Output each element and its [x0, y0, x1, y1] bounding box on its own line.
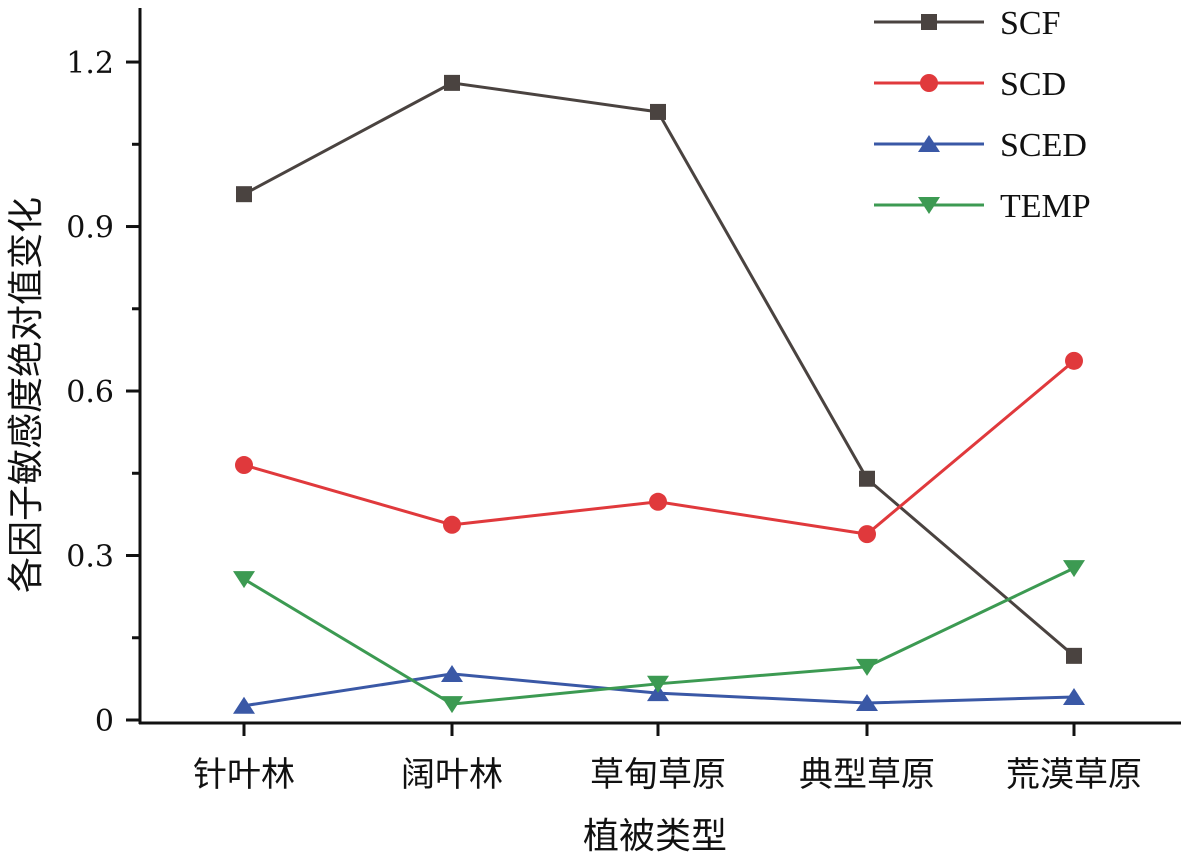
series-line-scf	[243, 81, 1075, 657]
data-point-scf	[650, 103, 666, 120]
x-tick-label: 针叶林	[193, 755, 295, 795]
legend-marker-scf	[921, 14, 937, 30]
legend-item-scd: SCD	[874, 66, 1066, 103]
data-point-temp	[1063, 560, 1085, 578]
y-tick-label: 0.3	[66, 540, 114, 575]
data-point-temp	[441, 696, 463, 714]
data-point-scd	[443, 515, 461, 534]
x-tick-label: 草甸草原	[590, 755, 726, 795]
series-temp	[233, 560, 1085, 714]
data-point-sced	[233, 696, 255, 714]
legend-label-scd: SCD	[1000, 66, 1066, 103]
x-axis-title: 植被类型	[583, 816, 727, 857]
data-point-sced	[856, 694, 878, 712]
x-tick-label: 荒漠草原	[1006, 755, 1142, 795]
x-tick-label: 典型草原	[799, 755, 935, 795]
legend-label-temp: TEMP	[1000, 188, 1091, 225]
series-scf	[236, 74, 1082, 664]
x-tick-label: 阔叶林	[401, 755, 503, 795]
data-point-scf	[236, 186, 252, 203]
y-tick-label: 0	[95, 704, 114, 739]
data-point-scd	[1065, 351, 1083, 370]
legend-marker-temp	[918, 197, 940, 214]
y-axis-title: 各因子敏感度绝对值变化	[6, 197, 47, 593]
legend-label-sced: SCED	[1000, 127, 1087, 164]
series-sced	[233, 664, 1085, 714]
legend-label-scf: SCF	[1000, 5, 1061, 42]
data-point-scd	[235, 456, 253, 475]
series-scd	[235, 351, 1083, 544]
data-point-sced	[441, 664, 463, 682]
series-group	[233, 74, 1085, 714]
y-tick-label: 0.9	[66, 211, 114, 246]
y-tick-label: 0.6	[66, 375, 114, 410]
data-point-scd	[649, 492, 667, 511]
legend-marker-scd	[920, 74, 938, 92]
data-point-scf	[1066, 647, 1082, 664]
data-point-temp	[233, 571, 255, 589]
axes: 0 0.3 0.6 0.9 1.2 针叶林 阔叶林 草甸草原 典型草原 荒漠草原	[66, 8, 1181, 795]
data-point-temp	[856, 658, 878, 676]
legend: SCF SCD SCED TEMP	[874, 5, 1091, 225]
data-point-scf	[444, 74, 460, 91]
legend-item-scf: SCF	[874, 5, 1061, 42]
data-point-scf	[859, 470, 875, 487]
y-tick-label: 1.2	[66, 46, 114, 81]
data-point-scd	[858, 525, 876, 544]
legend-marker-sced	[918, 135, 940, 152]
legend-item-temp: TEMP	[874, 188, 1091, 225]
data-point-temp	[647, 675, 669, 693]
legend-item-sced: SCED	[874, 127, 1087, 164]
data-point-sced	[1063, 687, 1085, 705]
